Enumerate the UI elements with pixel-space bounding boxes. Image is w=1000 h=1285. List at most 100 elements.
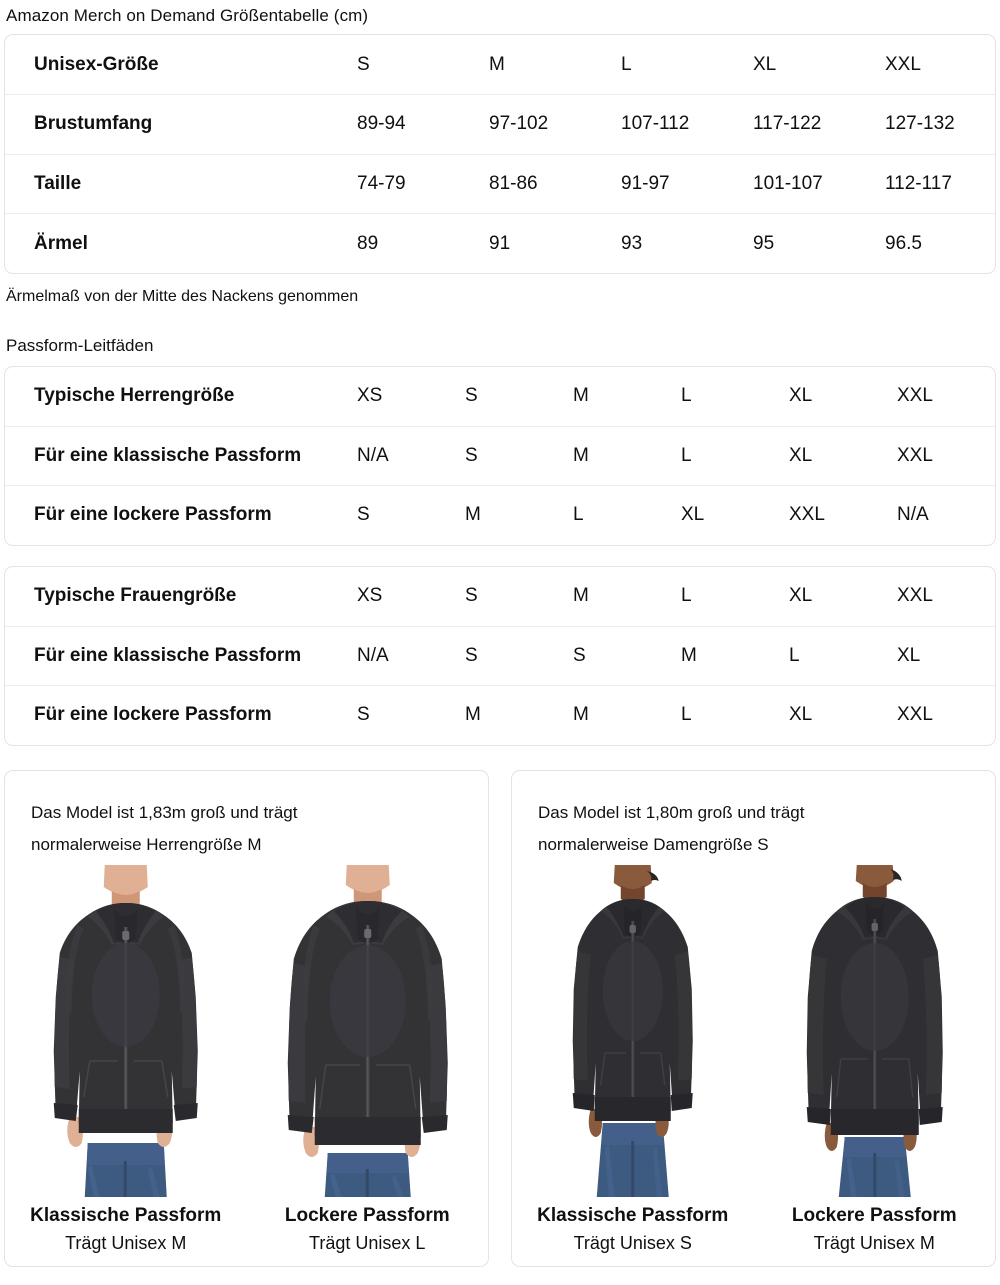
female-model-figures — [512, 864, 996, 1197]
cell-chest-xxl: 127-132 — [885, 94, 995, 154]
cell-waist-l: 91-97 — [621, 153, 753, 214]
male-classic-fit-title: Klassische Passform — [30, 1204, 222, 1226]
table-row-header: Typische Frauengröße XS S M L XL XXL — [5, 567, 995, 626]
row-header-womens-size: Typische Frauengröße — [34, 585, 237, 607]
row-label-chest: Brustumfang — [5, 94, 357, 154]
female-relaxed-fit-title: Lockere Passform — [791, 1204, 957, 1226]
cell-sleeve-s: 89 — [357, 213, 489, 273]
mens-fit-guide-table: Typische Herrengröße XS S M L XL XXL Für… — [4, 366, 996, 546]
mens-col-xl: XL — [789, 385, 813, 407]
cell-waist-s: 74-79 — [357, 153, 489, 214]
cell-chest-xl: 117-122 — [753, 94, 885, 154]
womens-relaxed-xs: S — [357, 684, 465, 745]
cell-sleeve-xxl: 96.5 — [885, 213, 995, 273]
female-model-relaxed-fit-hoodie — [754, 864, 996, 1197]
table-row: Für eine klassische Passform N/A S S M L… — [5, 625, 995, 686]
mens-classic-xl: XL — [789, 425, 897, 486]
table-row: Für eine lockere Passform S M M L XL XXL — [5, 684, 995, 745]
mens-col-s: S — [465, 385, 478, 407]
cell-sleeve-xl: 95 — [753, 213, 885, 273]
womens-col-m: M — [573, 585, 589, 607]
mens-col-l: L — [681, 385, 692, 407]
womens-classic-l: M — [681, 625, 789, 686]
unisex-size-table: Unisex-Größe S M L XL XXL Brustumfang 89… — [4, 34, 996, 274]
mens-relaxed-xs: S — [357, 485, 465, 545]
female-model-classic-fit-hoodie — [512, 864, 754, 1197]
womens-col-xxl: XXL — [897, 585, 933, 607]
womens-relaxed-xxl: XXL — [897, 684, 995, 745]
fit-guides-heading: Passform-Leitfäden — [6, 336, 154, 355]
womens-classic-xl: L — [789, 625, 897, 686]
male-model-captions: Klassische Passform Trägt Unisex M Locke… — [5, 1203, 488, 1257]
mens-relaxed-m: L — [573, 485, 681, 545]
male-model-card: Das Model ist 1,83m groß und trägt norma… — [4, 769, 489, 1267]
col-header-m: M — [489, 53, 505, 75]
mens-classic-xs: N/A — [357, 425, 465, 486]
cell-waist-m: 81-86 — [489, 153, 621, 214]
model-cards-row: Das Model ist 1,83m groß und trägt norma… — [4, 769, 996, 1267]
female-model-description-line1: Das Model ist 1,80m groß und trägt — [538, 802, 805, 822]
row-label-sleeve: Ärmel — [5, 213, 357, 273]
womens-relaxed-xl: XL — [789, 684, 897, 745]
col-header-l: L — [621, 53, 632, 75]
female-model-card: Das Model ist 1,80m groß und trägt norma… — [511, 769, 996, 1267]
female-model-description-line2: normalerweise Damengröße S — [538, 834, 769, 854]
row-label-waist: Taille — [5, 153, 357, 214]
womens-classic-s: S — [465, 625, 573, 686]
row-label-mens-classic-fit: Für eine klassische Passform — [5, 425, 357, 486]
row-header-label: Unisex-Größe — [34, 53, 159, 75]
mens-classic-s: S — [465, 425, 573, 486]
mens-relaxed-xxl: N/A — [897, 485, 995, 545]
male-model-description-line2: normalerweise Herrengröße M — [31, 834, 262, 854]
row-header-mens-size: Typische Herrengröße — [34, 385, 235, 407]
cell-sleeve-m: 91 — [489, 213, 621, 273]
womens-fit-guide-grid: Typische Frauengröße XS S M L XL XXL Für… — [5, 567, 995, 745]
mens-fit-guide-grid: Typische Herrengröße XS S M L XL XXL Für… — [5, 367, 995, 545]
male-relaxed-fit-title: Lockere Passform — [284, 1204, 450, 1226]
sleeve-measurement-note: Ärmelmaß von der Mitte des Nackens genom… — [6, 288, 359, 305]
female-classic-fit-caption: Klassische Passform Trägt Unisex S — [512, 1203, 754, 1257]
womens-classic-m: S — [573, 625, 681, 686]
womens-relaxed-m: M — [573, 684, 681, 745]
unisex-size-table-grid: Unisex-Größe S M L XL XXL Brustumfang 89… — [5, 35, 995, 273]
cell-chest-s: 89-94 — [357, 94, 489, 154]
mens-col-m: M — [573, 385, 589, 407]
female-classic-fit-title: Klassische Passform — [537, 1204, 729, 1226]
cell-chest-l: 107-112 — [621, 94, 753, 154]
womens-col-l: L — [681, 585, 692, 607]
female-model-description: Das Model ist 1,80m groß und trägt norma… — [512, 797, 995, 861]
womens-col-s: S — [465, 585, 478, 607]
table-row: Für eine lockere Passform S M L XL XXL N… — [5, 485, 995, 545]
womens-fit-guide-table: Typische Frauengröße XS S M L XL XXL Für… — [4, 565, 996, 746]
male-model-description-line1: Das Model ist 1,83m groß und trägt — [31, 802, 298, 822]
cell-chest-m: 97-102 — [489, 94, 621, 154]
male-model-classic-fit-hoodie — [5, 864, 247, 1197]
mens-col-xxl: XXL — [897, 385, 933, 407]
table-row: Für eine klassische Passform N/A S M L X… — [5, 425, 995, 486]
mens-classic-l: L — [681, 425, 789, 486]
col-header-xl: XL — [753, 53, 777, 75]
female-relaxed-fit-sub: Trägt Unisex M — [813, 1232, 935, 1253]
male-model-description: Das Model ist 1,83m groß und trägt norma… — [5, 797, 488, 861]
cell-waist-xxl: 112-117 — [885, 153, 995, 214]
male-model-figures — [5, 864, 489, 1197]
womens-classic-xs: N/A — [357, 625, 465, 686]
womens-col-xs: XS — [357, 585, 383, 607]
womens-classic-xxl: XL — [897, 625, 995, 686]
male-relaxed-fit-sub: Trägt Unisex L — [309, 1232, 426, 1253]
mens-classic-m: M — [573, 425, 681, 486]
womens-relaxed-l: L — [681, 684, 789, 745]
womens-col-xl: XL — [789, 585, 813, 607]
mens-relaxed-xl: XXL — [789, 485, 897, 545]
table-row: Brustumfang 89-94 97-102 107-112 117-122… — [5, 94, 995, 154]
table-row-header: Unisex-Größe S M L XL XXL — [5, 35, 995, 95]
cell-waist-xl: 101-107 — [753, 153, 885, 214]
male-relaxed-fit-caption: Lockere Passform Trägt Unisex L — [247, 1203, 489, 1257]
male-model-relaxed-fit-hoodie — [247, 864, 489, 1197]
mens-classic-xxl: XXL — [897, 425, 995, 486]
table-row-header: Typische Herrengröße XS S M L XL XXL — [5, 367, 995, 426]
row-label-mens-relaxed-fit: Für eine lockere Passform — [5, 485, 357, 545]
col-header-xxl: XXL — [885, 53, 921, 75]
col-header-s: S — [357, 53, 370, 75]
